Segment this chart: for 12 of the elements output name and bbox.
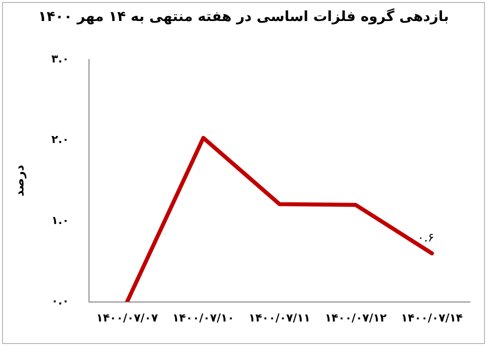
y-tick-label: ۱.۰: [51, 214, 70, 227]
x-tick-label: ۱۴۰۰/۰۷/۱۱: [248, 311, 310, 324]
y-tick-label: ۲.۰: [51, 133, 70, 146]
x-tick-label: ۱۴۰۰/۰۷/۰۷: [96, 311, 158, 324]
chart-title: بازدهی گروه فلزات اساسی در هفته منتهی به ۱۴ مهر ۱۴۰۰: [37, 9, 450, 25]
x-tick-label: ۱۴۰۰/۰۷/۱۴: [401, 311, 464, 324]
data-label: ۰.۶: [418, 230, 434, 244]
y-tick-label: ۰.۰: [51, 294, 70, 308]
x-tick-label: ۱۴۰۰/۰۷/۱۲: [324, 311, 387, 324]
y-axis-title: درصد: [12, 164, 26, 196]
y-tick-label: ۳.۰: [51, 52, 70, 66]
x-tick-label: ۱۴۰۰/۰۷/۱۰: [172, 311, 234, 324]
